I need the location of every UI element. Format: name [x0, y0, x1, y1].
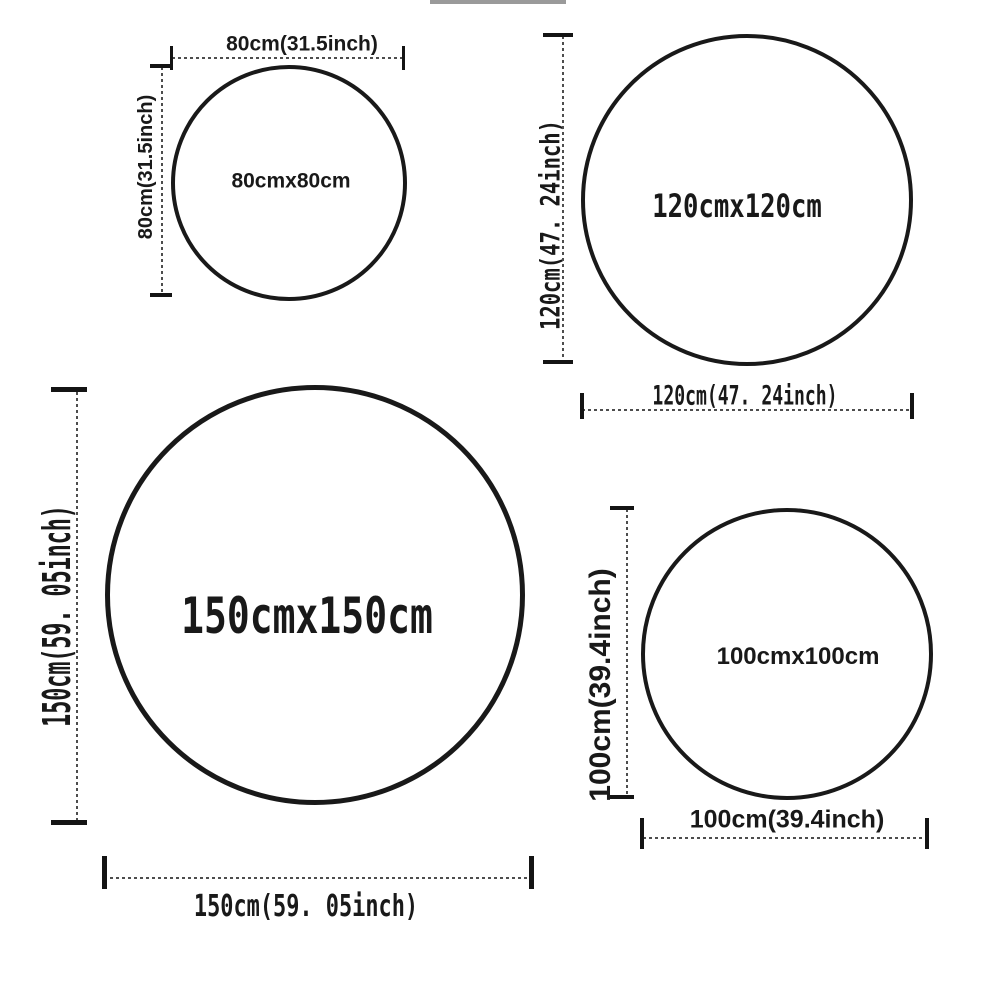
width-dimension-line-150cm	[104, 877, 532, 879]
width-dimension-line-120cm	[582, 409, 913, 411]
rug-circle-120cm	[581, 34, 913, 366]
circle-size-label-100cm: 100cmx100cm	[716, 643, 880, 670]
width-dimension-label-80cm: 80cm(31.5inch)	[226, 32, 378, 56]
dimension-tick	[51, 820, 87, 825]
rug-circle-100cm	[641, 508, 933, 800]
dimension-tick	[170, 46, 173, 70]
dimension-tick	[910, 393, 914, 419]
width-dimension-line-100cm	[643, 837, 927, 839]
height-dimension-label-100cm: 100cm(39.4inch)	[584, 568, 617, 802]
dimension-tick	[610, 506, 634, 510]
width-dimension-label-100cm: 100cm(39.4inch)	[689, 805, 885, 834]
dimension-tick	[640, 818, 644, 849]
dimension-tick	[925, 818, 929, 849]
width-dimension-label-120cm: 120cm(47. 24inch)	[652, 380, 838, 412]
dimension-tick	[610, 795, 634, 799]
width-dimension-line-80cm	[172, 57, 404, 59]
circle-size-label-150cm: 150cmx150cm	[181, 587, 433, 645]
height-dimension-line-120cm	[562, 36, 564, 362]
dimension-tick	[402, 46, 405, 70]
dimension-tick	[51, 387, 87, 392]
dimension-tick	[580, 393, 584, 419]
dimension-tick	[529, 856, 534, 889]
cropped-watermark-bar	[430, 0, 566, 4]
height-dimension-line-100cm	[626, 509, 628, 797]
circle-size-label-80cm: 80cmx80cm	[231, 169, 351, 193]
dimension-tick	[150, 64, 172, 68]
height-dimension-label-80cm: 80cm(31.5inch)	[135, 94, 157, 240]
width-dimension-label-150cm: 150cm(59. 05inch)	[193, 889, 419, 924]
height-dimension-line-80cm	[161, 67, 163, 295]
dimension-tick	[543, 360, 573, 364]
height-dimension-label-150cm: 150cm(59. 05inch)	[35, 505, 79, 727]
rug-circle-150cm	[105, 385, 525, 805]
rug-circle-80cm	[171, 65, 407, 301]
circle-size-label-120cm: 120cmx120cm	[652, 187, 822, 225]
dimension-tick	[102, 856, 107, 889]
height-dimension-line-150cm	[76, 392, 78, 822]
dimension-tick	[150, 293, 172, 297]
height-dimension-label-120cm: 120cm(47. 24inch)	[535, 119, 567, 331]
dimension-tick	[543, 33, 573, 37]
